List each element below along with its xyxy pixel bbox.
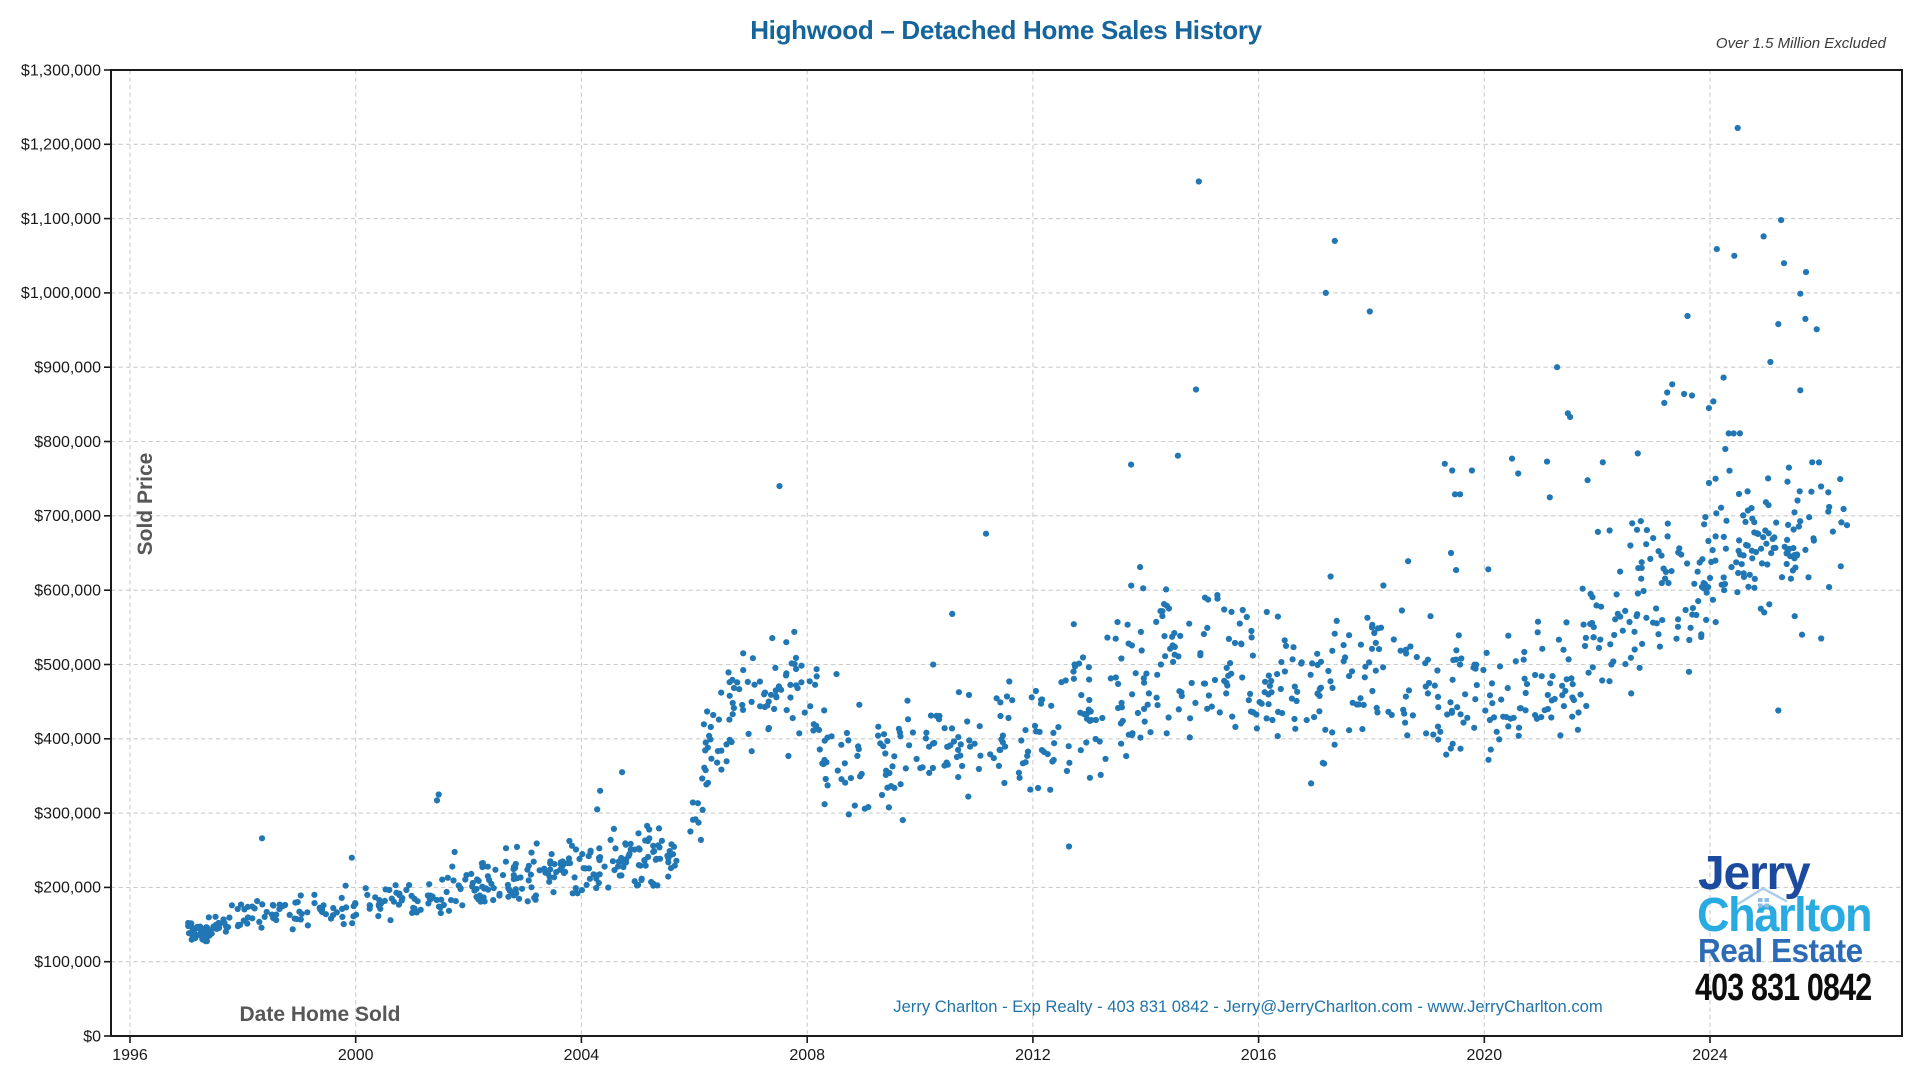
- svg-text:Jerry Charlton - Exp Realty -: Jerry Charlton - Exp Realty - 403 831 08…: [893, 997, 1602, 1016]
- svg-text:Date Home Sold: Date Home Sold: [239, 1003, 400, 1026]
- svg-text:$500,000: $500,000: [34, 657, 101, 674]
- svg-text:Over 1.5 Million Excluded: Over 1.5 Million Excluded: [1716, 35, 1887, 52]
- svg-text:Highwood – Detached Home Sales: Highwood – Detached Home Sales History: [750, 15, 1262, 45]
- svg-text:$100,000: $100,000: [34, 954, 101, 971]
- svg-text:$1,200,000: $1,200,000: [21, 137, 101, 154]
- svg-text:$1,100,000: $1,100,000: [21, 211, 101, 228]
- svg-text:Sold Price: Sold Price: [134, 453, 157, 556]
- svg-text:$1,000,000: $1,000,000: [21, 285, 101, 302]
- svg-text:$900,000: $900,000: [34, 360, 101, 377]
- svg-text:$1,300,000: $1,300,000: [21, 62, 101, 79]
- svg-text:2020: 2020: [1467, 1047, 1503, 1064]
- svg-text:$200,000: $200,000: [34, 880, 101, 897]
- svg-text:1996: 1996: [112, 1047, 148, 1064]
- svg-text:2004: 2004: [564, 1047, 600, 1064]
- svg-text:$700,000: $700,000: [34, 508, 101, 525]
- svg-text:$400,000: $400,000: [34, 731, 101, 748]
- svg-text:$800,000: $800,000: [34, 434, 101, 451]
- svg-text:2000: 2000: [338, 1047, 374, 1064]
- svg-text:$600,000: $600,000: [34, 583, 101, 600]
- svg-text:$0: $0: [83, 1028, 101, 1045]
- svg-text:$300,000: $300,000: [34, 805, 101, 822]
- svg-text:2016: 2016: [1241, 1047, 1277, 1064]
- svg-text:2012: 2012: [1015, 1047, 1051, 1064]
- svg-text:2024: 2024: [1692, 1047, 1728, 1064]
- svg-text:2008: 2008: [789, 1047, 825, 1064]
